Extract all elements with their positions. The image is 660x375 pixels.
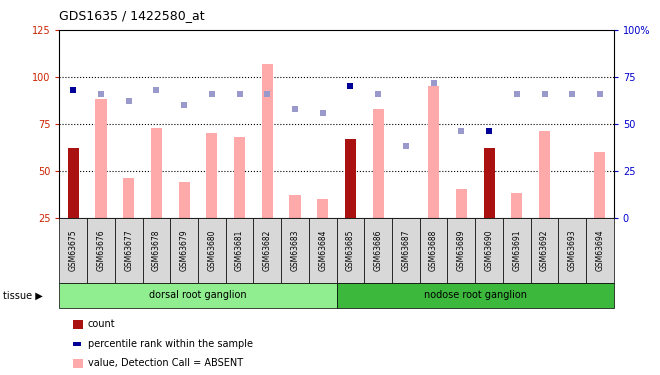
Bar bbox=[401, 217, 411, 236]
Text: percentile rank within the sample: percentile rank within the sample bbox=[88, 339, 253, 349]
Text: GSM63680: GSM63680 bbox=[207, 230, 216, 271]
Bar bbox=[484, 148, 494, 217]
Bar bbox=[151, 128, 162, 218]
Bar bbox=[512, 193, 522, 217]
Text: GSM63675: GSM63675 bbox=[69, 230, 78, 271]
Bar bbox=[68, 148, 79, 217]
Text: GSM63692: GSM63692 bbox=[540, 230, 549, 271]
Text: GSM63683: GSM63683 bbox=[290, 230, 300, 271]
Bar bbox=[207, 133, 217, 218]
Text: GSM63686: GSM63686 bbox=[374, 230, 383, 271]
Bar bbox=[123, 178, 134, 218]
Text: GSM63684: GSM63684 bbox=[318, 230, 327, 271]
Text: GSM63693: GSM63693 bbox=[568, 230, 577, 271]
Text: GSM63691: GSM63691 bbox=[512, 230, 521, 271]
Text: GSM63678: GSM63678 bbox=[152, 230, 161, 271]
Text: GSM63679: GSM63679 bbox=[180, 230, 189, 271]
Text: GSM63676: GSM63676 bbox=[96, 230, 106, 271]
Text: GSM63681: GSM63681 bbox=[235, 230, 244, 271]
Bar bbox=[96, 99, 106, 218]
Bar bbox=[373, 109, 383, 217]
Text: value, Detection Call = ABSENT: value, Detection Call = ABSENT bbox=[88, 358, 243, 368]
Bar bbox=[595, 152, 605, 217]
Bar bbox=[539, 131, 550, 218]
Text: GSM63689: GSM63689 bbox=[457, 230, 466, 271]
Text: GSM63688: GSM63688 bbox=[429, 230, 438, 271]
Bar bbox=[456, 189, 467, 217]
Bar bbox=[428, 86, 439, 218]
Text: tissue ▶: tissue ▶ bbox=[3, 290, 43, 300]
Bar bbox=[262, 64, 273, 217]
Text: GSM63677: GSM63677 bbox=[124, 230, 133, 271]
Bar bbox=[179, 182, 189, 218]
Text: GSM63694: GSM63694 bbox=[595, 230, 605, 271]
Text: count: count bbox=[88, 320, 115, 329]
Text: GSM63690: GSM63690 bbox=[484, 230, 494, 271]
Bar bbox=[317, 199, 328, 217]
Text: GSM63682: GSM63682 bbox=[263, 230, 272, 271]
Bar bbox=[290, 195, 300, 217]
Bar bbox=[345, 139, 356, 218]
Text: GDS1635 / 1422580_at: GDS1635 / 1422580_at bbox=[59, 9, 205, 22]
Text: dorsal root ganglion: dorsal root ganglion bbox=[149, 290, 247, 300]
Text: GSM63685: GSM63685 bbox=[346, 230, 355, 271]
Text: GSM63687: GSM63687 bbox=[401, 230, 411, 271]
Bar bbox=[234, 137, 245, 218]
Text: nodose root ganglion: nodose root ganglion bbox=[424, 290, 527, 300]
